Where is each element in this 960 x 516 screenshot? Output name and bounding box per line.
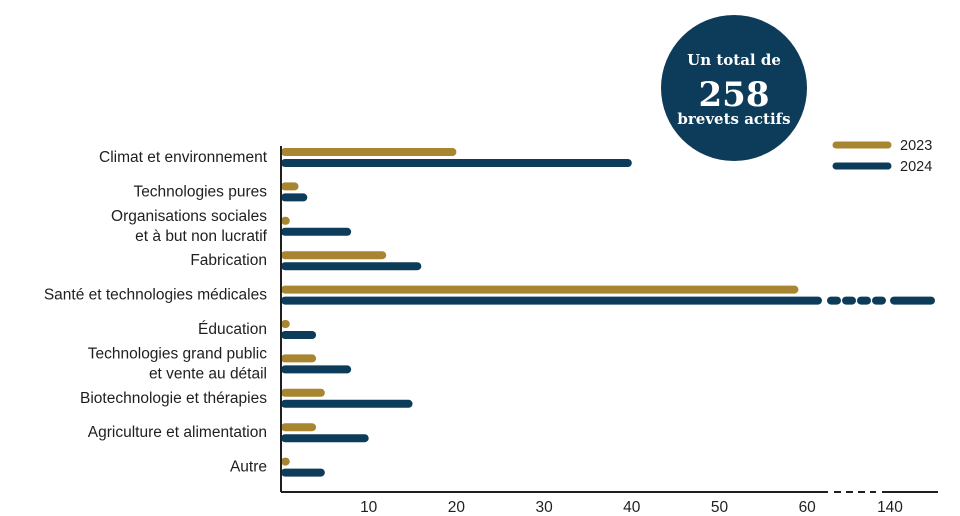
- x-tick-60: 60: [799, 499, 817, 516]
- total-badge: Un total de 258 brevets actifs: [661, 15, 807, 161]
- category-label-7: Technologies grand public et vente au dét…: [88, 345, 267, 382]
- category-labels: Climat et environnement Technologies pure…: [44, 149, 268, 476]
- x-tick-40: 40: [623, 499, 641, 516]
- category-label-5: Santé et technologies médicales: [44, 287, 267, 304]
- legend-label-2023: 2023: [900, 138, 932, 154]
- total-badge-line1: Un total de: [687, 51, 781, 69]
- category-label-3: Organisations sociales et à but non lucra…: [111, 208, 268, 245]
- x-tick-30: 30: [535, 499, 553, 516]
- category-label-line: Technologies grand public: [88, 345, 267, 362]
- total-badge-line2: brevets actifs: [677, 110, 790, 128]
- x-tick-labels: 10 20 30 40 50 60 140: [360, 499, 903, 516]
- category-label-2: Technologies pures: [133, 183, 267, 200]
- category-label-8: Biotechnologie et thérapies: [80, 390, 267, 407]
- axes: [280, 146, 938, 493]
- category-label-4: Fabrication: [190, 252, 267, 269]
- category-label-line: et à but non lucratif: [135, 228, 268, 245]
- legend-label-2024: 2024: [900, 159, 932, 175]
- total-badge-number: 258: [699, 75, 770, 115]
- category-label-9: Agriculture et alimentation: [88, 424, 267, 441]
- x-tick-10: 10: [360, 499, 378, 516]
- category-label-10: Autre: [230, 459, 267, 476]
- category-label-6: Éducation: [198, 321, 267, 338]
- category-label-1: Climat et environnement: [99, 149, 268, 166]
- bars-group: [281, 148, 935, 477]
- x-tick-50: 50: [711, 499, 729, 516]
- x-tick-140: 140: [877, 499, 903, 516]
- category-label-line: Organisations sociales: [111, 208, 267, 225]
- category-label-line: et vente au détail: [149, 365, 267, 382]
- legend: 2023 2024: [832, 138, 932, 175]
- total-badge-circle: [661, 15, 807, 161]
- x-tick-20: 20: [448, 499, 466, 516]
